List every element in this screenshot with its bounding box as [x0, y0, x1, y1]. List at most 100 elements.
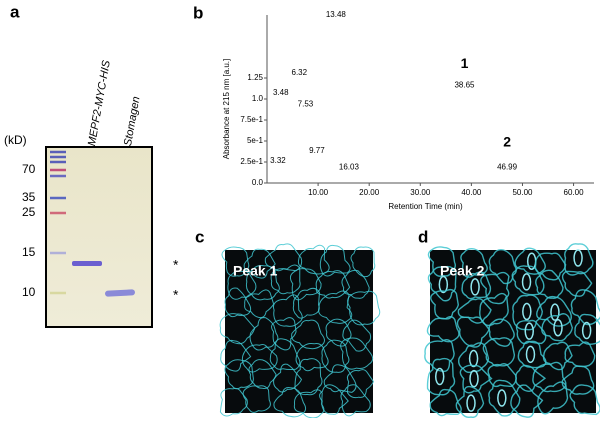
- cell-outline: [292, 287, 321, 319]
- micrograph: [219, 243, 381, 419]
- cell-outline: [532, 361, 567, 393]
- lane-label: MEPF2-MYC-HIS: [86, 59, 113, 147]
- stomata: [525, 345, 536, 364]
- marker-label: 15: [22, 245, 36, 259]
- cell-outline: [456, 316, 490, 348]
- lane-label: Stomagen: [122, 96, 143, 147]
- peak-label: 3.48: [273, 88, 289, 97]
- x-tick-label: 30.00: [410, 188, 431, 197]
- cell-outline: [457, 298, 492, 324]
- micrograph: [424, 243, 600, 419]
- cell-outline: [515, 319, 547, 345]
- cell-outline: [291, 319, 325, 350]
- cell-outline: [318, 290, 353, 324]
- x-tick-label: 10.00: [308, 188, 329, 197]
- star: *: [173, 257, 179, 273]
- cell-outline: [293, 389, 325, 419]
- cell-outline: [536, 295, 572, 327]
- peak-label: 7.53: [298, 100, 314, 109]
- stomata: [438, 275, 449, 294]
- cell-outline: [289, 268, 322, 301]
- panel-letter: c: [195, 227, 204, 246]
- cell-outline: [319, 384, 349, 415]
- stomata: [468, 349, 479, 368]
- cell-outline: [220, 339, 252, 372]
- cell-outline: [459, 364, 493, 394]
- cell-outline: [561, 365, 595, 395]
- image-label: Peak 2: [440, 263, 485, 279]
- cell-outline: [511, 265, 545, 296]
- cell-outline: [455, 385, 485, 419]
- cell-outline: [350, 246, 376, 278]
- stomata: [550, 303, 560, 321]
- cell-outline: [480, 271, 510, 305]
- stomata: [497, 389, 507, 407]
- cell-outline: [340, 337, 374, 370]
- cell-outline: [487, 363, 517, 388]
- stomata: [522, 302, 532, 321]
- cell-outline: [510, 384, 544, 418]
- cell-outline: [340, 384, 371, 417]
- peak-label: 46.99: [497, 163, 518, 172]
- cell-outline: [424, 339, 455, 373]
- cell-outline: [574, 313, 600, 345]
- unit-label: (kD): [4, 133, 27, 147]
- cell-outline: [426, 316, 460, 343]
- peak-label: 38.65: [454, 80, 475, 89]
- stomata: [521, 273, 532, 291]
- cell-outline: [342, 319, 372, 352]
- cell-outline: [535, 269, 564, 299]
- y-tick-label: 5e-1: [247, 136, 264, 145]
- y-tick-label: 1.25: [247, 73, 263, 82]
- peak-label: 3.32: [270, 156, 286, 165]
- panel-letter: d: [418, 227, 428, 246]
- cell-outline: [323, 364, 357, 393]
- cell-outline: [537, 381, 569, 415]
- panel-letter: b: [193, 3, 203, 22]
- cell-outline: [241, 343, 278, 373]
- cell-outline: [294, 358, 323, 396]
- y-tick-label: 7.5e-1: [240, 115, 263, 124]
- panel-letter: a: [10, 2, 20, 21]
- cell-outline: [561, 270, 593, 297]
- cell-outline: [570, 289, 600, 326]
- cell-outline: [224, 287, 252, 318]
- cell-outline: [271, 317, 297, 351]
- peak-label: 16.03: [339, 163, 360, 172]
- x-tick-label: 40.00: [461, 188, 482, 197]
- cell-outline: [542, 341, 573, 371]
- cell-outline: [341, 269, 370, 299]
- chromatogram: 0.0 2.5e-1 5e-1 7.5e-1 1.0 1.25 10.00 20.00 30.0…: [222, 10, 594, 211]
- cell-outline: [482, 337, 516, 367]
- marker-label: 25: [22, 205, 36, 219]
- cell-outline: [514, 247, 546, 275]
- peak-label: 6.32: [292, 68, 308, 77]
- cell-outline: [426, 357, 456, 396]
- cell-outline: [249, 317, 279, 351]
- stomata: [466, 394, 476, 412]
- cell-outline: [219, 387, 248, 417]
- cell-outline: [517, 340, 547, 369]
- cell-outline: [270, 264, 301, 295]
- peak-label: 13.48: [326, 10, 347, 19]
- cell-outline: [264, 243, 303, 272]
- x-tick-label: 60.00: [564, 188, 585, 197]
- cell-outline: [315, 270, 351, 299]
- cell-outline: [272, 294, 303, 327]
- cell-outline: [427, 246, 456, 277]
- cell-outline: [319, 244, 351, 277]
- y-axis-label: Absorbance at 215 nm [a.u.]: [222, 59, 231, 160]
- stomata: [524, 322, 534, 340]
- cell-outline: [430, 288, 460, 320]
- cell-outline: [429, 388, 462, 417]
- cell-outline: [347, 290, 381, 326]
- gel: [45, 146, 153, 328]
- image-label: Peak 1: [233, 263, 278, 279]
- x-tick-label: 50.00: [512, 188, 533, 197]
- cell-outline: [541, 313, 574, 342]
- y-tick-label: 0.0: [252, 178, 264, 187]
- cell-outline: [564, 341, 596, 368]
- cell-outline: [515, 364, 547, 393]
- cell-outline: [245, 265, 280, 301]
